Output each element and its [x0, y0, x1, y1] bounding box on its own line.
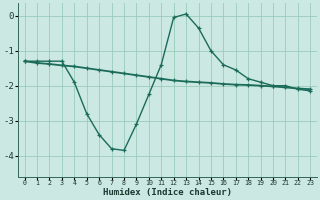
X-axis label: Humidex (Indice chaleur): Humidex (Indice chaleur)	[103, 188, 232, 197]
